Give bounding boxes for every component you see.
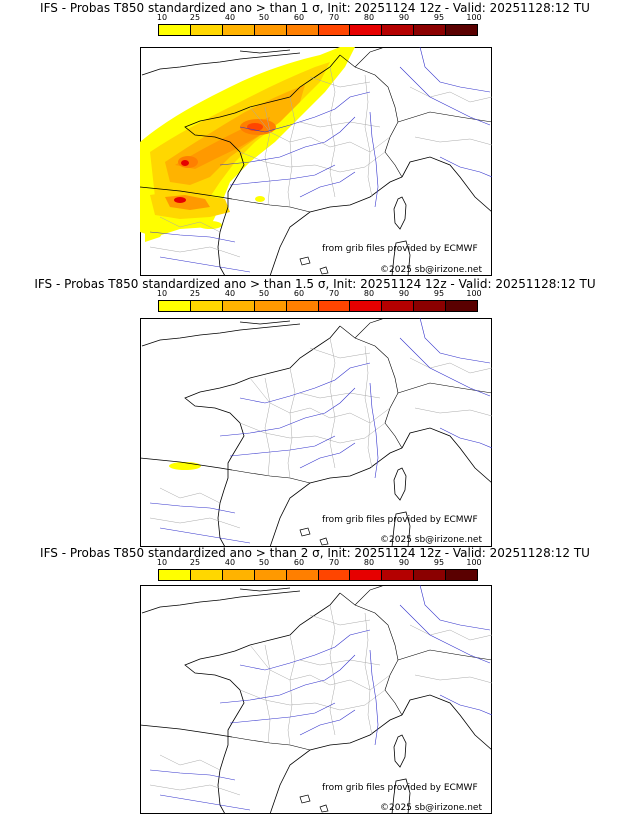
legend-swatch — [382, 301, 415, 311]
legend-tick: 25 — [189, 13, 201, 22]
legend-tick: 60 — [293, 13, 305, 22]
legend-swatch — [286, 301, 319, 311]
legend-swatch — [159, 570, 191, 580]
legend-tick: 40 — [224, 289, 236, 298]
panel-title: IFS - Probas T850 standardized ano > tha… — [40, 1, 590, 15]
legend-tick: 90 — [398, 558, 410, 567]
legend-swatch — [190, 25, 223, 35]
legend-swatch — [318, 570, 351, 580]
legend-tick: 80 — [363, 13, 375, 22]
map-panel-3: IFS - Probas T850 standardized ano > tha… — [0, 545, 630, 821]
legend-swatch — [190, 570, 223, 580]
legend-tick: 50 — [258, 13, 270, 22]
legend-ticks: 10 25 40 50 60 70 80 90 95 100 — [156, 13, 482, 23]
legend-swatch — [414, 301, 447, 311]
legend-swatch — [222, 570, 255, 580]
legend-tick: 40 — [224, 13, 236, 22]
legend-tick: 80 — [363, 558, 375, 567]
legend-tick: 25 — [189, 289, 201, 298]
source-credit: from grib files provided by ECMWF — [322, 515, 478, 525]
legend-tick: 10 — [156, 558, 168, 567]
legend-tick: 95 — [433, 13, 445, 22]
copyright-credit: ©2025 sb@irizone.net — [380, 535, 482, 545]
legend-tick: 25 — [189, 558, 201, 567]
copyright-credit: ©2025 sb@irizone.net — [380, 803, 482, 813]
legend-swatch — [446, 301, 478, 311]
legend-tick: 90 — [398, 289, 410, 298]
legend-swatch — [350, 570, 383, 580]
legend-swatch — [222, 301, 255, 311]
color-legend — [158, 300, 478, 312]
source-credit: from grib files provided by ECMWF — [322, 244, 478, 254]
legend-swatch — [254, 570, 287, 580]
legend-swatch — [254, 301, 287, 311]
legend-tick: 100 — [466, 289, 482, 298]
legend-swatch — [414, 570, 447, 580]
legend-swatch — [382, 25, 415, 35]
legend-tick: 40 — [224, 558, 236, 567]
legend-swatch — [286, 570, 319, 580]
legend-tick: 95 — [433, 289, 445, 298]
color-legend — [158, 24, 478, 36]
legend-swatch — [254, 25, 287, 35]
probability-map — [140, 47, 492, 276]
source-credit: from grib files provided by ECMWF — [322, 783, 478, 793]
legend-swatch — [190, 301, 223, 311]
legend-swatch — [350, 25, 383, 35]
legend-swatch — [446, 570, 478, 580]
legend-swatch — [159, 301, 191, 311]
panel-title: IFS - Probas T850 standardized ano > tha… — [40, 546, 590, 560]
color-legend — [158, 569, 478, 581]
legend-tick: 60 — [293, 289, 305, 298]
legend-tick: 100 — [466, 13, 482, 22]
legend-swatch — [446, 25, 478, 35]
legend-tick: 95 — [433, 558, 445, 567]
map-panel-2: IFS - Probas T850 standardized ano > tha… — [0, 276, 630, 552]
legend-tick: 10 — [156, 13, 168, 22]
legend-tick: 80 — [363, 289, 375, 298]
legend-tick: 50 — [258, 558, 270, 567]
legend-swatch — [318, 25, 351, 35]
legend-swatch — [159, 25, 191, 35]
legend-swatch — [414, 25, 447, 35]
legend-swatch — [286, 25, 319, 35]
legend-tick: 70 — [328, 289, 340, 298]
legend-tick: 100 — [466, 558, 482, 567]
legend-swatch — [350, 301, 383, 311]
legend-swatch — [382, 570, 415, 580]
legend-ticks: 10 25 40 50 60 70 80 90 95 100 — [156, 558, 482, 568]
copyright-credit: ©2025 sb@irizone.net — [380, 265, 482, 275]
legend-tick: 60 — [293, 558, 305, 567]
legend-tick: 90 — [398, 13, 410, 22]
panel-title: IFS - Probas T850 standardized ano > tha… — [34, 277, 596, 291]
legend-tick: 70 — [328, 13, 340, 22]
map-panel-1: IFS - Probas T850 standardized ano > tha… — [0, 0, 630, 276]
probability-map — [140, 318, 492, 547]
legend-ticks: 10 25 40 50 60 70 80 90 95 100 — [156, 289, 482, 299]
legend-tick: 10 — [156, 289, 168, 298]
legend-swatch — [318, 301, 351, 311]
legend-tick: 70 — [328, 558, 340, 567]
legend-swatch — [222, 25, 255, 35]
probability-map — [140, 585, 492, 814]
legend-tick: 50 — [258, 289, 270, 298]
